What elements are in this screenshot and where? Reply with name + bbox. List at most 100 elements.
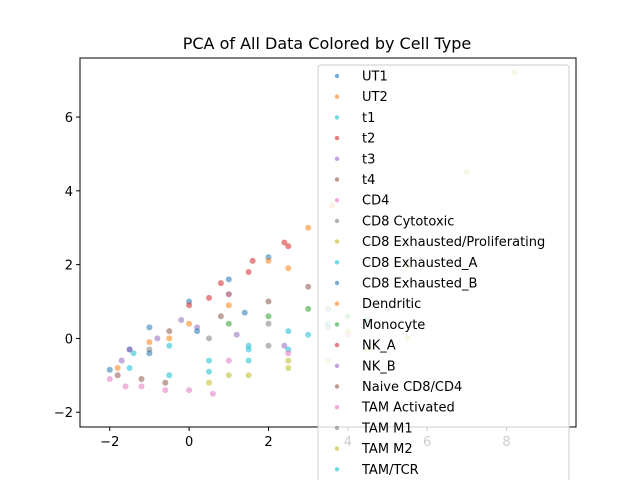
legend-label: t1 [362, 111, 375, 126]
data-point [281, 239, 288, 246]
legend-entry: UT2 [334, 90, 388, 105]
data-point [285, 265, 292, 272]
legend-label: UT2 [362, 90, 388, 105]
data-point [245, 269, 252, 275]
legend-entry: t1 [334, 111, 375, 126]
legend-marker [334, 405, 340, 410]
data-point [305, 283, 312, 290]
legend-entry: CD8 Cytotoxic [334, 214, 454, 229]
data-point [206, 379, 212, 386]
legend-marker [334, 363, 340, 368]
legend-marker [334, 301, 340, 306]
data-point [225, 291, 232, 298]
data-point [281, 342, 288, 349]
data-point [186, 302, 193, 309]
legend-label: Monocyte [362, 318, 425, 333]
legend-label: Naive CD8/CD4 [362, 380, 462, 395]
data-point [249, 257, 256, 264]
legend-entry: TAM Activated [334, 401, 455, 416]
legend-entries: UT1 UT2 t1 t2 t3 t4 CD4 CD8 Cytotoxic CD8 Exhaus… [334, 70, 545, 478]
data-point [162, 379, 169, 386]
data-point [225, 372, 232, 379]
series-5 [166, 283, 312, 335]
legend-label: CD4 [362, 194, 389, 209]
legend-entry: t2 [334, 132, 375, 147]
data-point [305, 305, 312, 312]
legend-label: t4 [362, 173, 375, 188]
legend-marker [334, 260, 340, 265]
data-point [162, 387, 169, 394]
legend-marker [334, 239, 340, 244]
series-3 [186, 239, 288, 309]
legend-marker [334, 425, 340, 431]
legend-label: CD8 Exhausted_B [362, 277, 477, 292]
legend-marker [334, 342, 340, 348]
data-point [285, 357, 292, 364]
legend-entry: Naive CD8/CD4 [334, 380, 462, 395]
data-point [265, 320, 272, 327]
legend-marker [334, 135, 340, 141]
legend-entry: CD8 Exhausted_A [334, 256, 477, 271]
data-point [217, 280, 224, 287]
legend-label: UT1 [362, 70, 388, 85]
data-point [106, 366, 113, 373]
data-point [138, 383, 145, 390]
legend-label: NK_A [362, 339, 396, 354]
legend-marker [334, 73, 340, 79]
legend-entry: Monocyte [334, 318, 425, 333]
legend-label: t3 [362, 152, 375, 167]
data-point [225, 357, 232, 364]
data-point [265, 298, 272, 305]
legend-entry: UT1 [334, 70, 388, 85]
legend-label: TAM M1 [361, 421, 413, 436]
data-point [265, 257, 272, 264]
legend-label: TAM/TCR [361, 463, 419, 478]
data-point [285, 243, 292, 250]
x-tick-label: 0 [185, 435, 193, 450]
legend-entry: TAM M1 [334, 421, 413, 436]
chart-title: PCA of All Data Colored by Cell Type [183, 34, 472, 53]
data-point [166, 372, 173, 379]
legend-entry: NK_A [334, 339, 396, 354]
x-tick-label: 2 [264, 435, 272, 450]
y-tick-label: 4 [65, 185, 73, 200]
series-7 [146, 305, 331, 353]
data-point [146, 339, 153, 346]
data-point [225, 320, 232, 327]
legend-marker [334, 177, 340, 182]
data-point [233, 331, 240, 338]
series-1 [114, 202, 335, 371]
data-point [206, 294, 212, 301]
data-point [265, 313, 272, 320]
data-point [146, 350, 153, 357]
data-point [178, 317, 185, 323]
data-point [265, 342, 272, 349]
data-point [106, 376, 113, 382]
data-point [206, 368, 212, 375]
data-point [122, 383, 129, 390]
data-point [154, 335, 161, 342]
data-point [126, 365, 133, 371]
data-point [206, 335, 212, 342]
legend-label: CD8 Exhausted_A [362, 256, 477, 271]
data-point [194, 328, 201, 335]
legend-label: TAM M2 [361, 442, 413, 457]
data-point [305, 224, 312, 231]
legend-marker [334, 156, 340, 161]
legend-entry: TAM M2 [334, 442, 413, 457]
legend-marker [334, 218, 340, 224]
legend-label: TAM Activated [361, 401, 455, 416]
legend-marker [334, 322, 340, 327]
legend-entry: t4 [334, 173, 375, 188]
data-point [186, 387, 193, 394]
data-point [130, 350, 137, 357]
legend-box [317, 64, 570, 480]
data-point [225, 276, 232, 283]
data-point [245, 342, 252, 349]
legend-entry: t3 [334, 152, 375, 167]
series-4 [118, 324, 288, 364]
data-point [209, 390, 216, 397]
y-tick-label: 6 [65, 111, 73, 126]
data-point [217, 313, 224, 320]
